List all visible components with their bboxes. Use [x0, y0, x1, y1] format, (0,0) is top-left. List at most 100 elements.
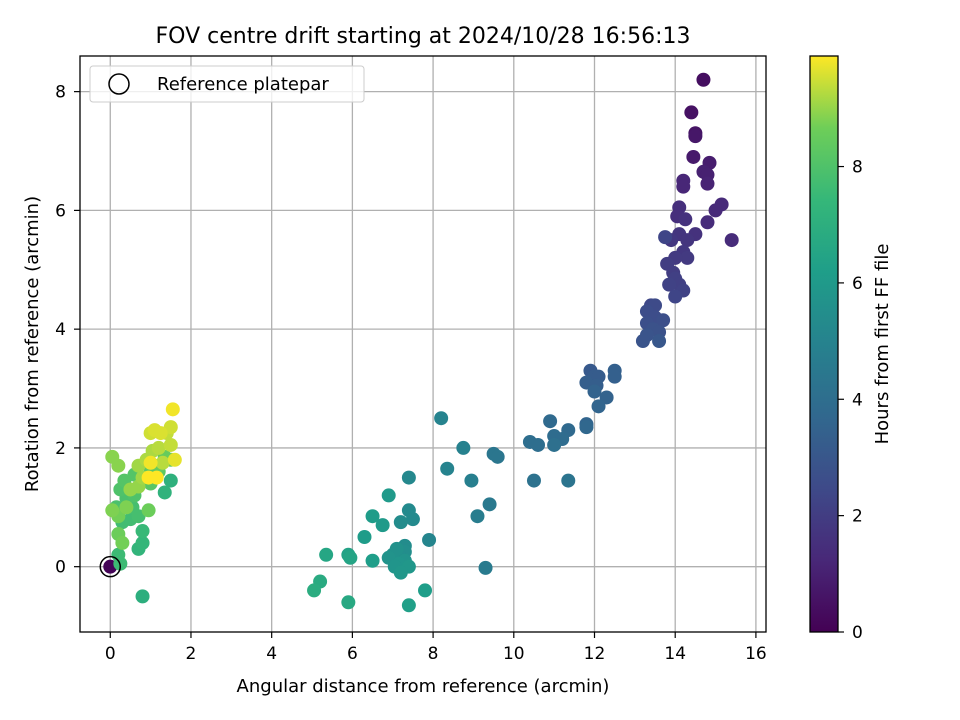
data-point	[375, 518, 390, 533]
plot-frame	[79, 55, 767, 633]
data-point	[700, 215, 715, 230]
data-point	[700, 176, 715, 191]
data-point	[526, 473, 541, 488]
data-point	[105, 503, 120, 518]
data-point	[155, 455, 170, 470]
legend-marker-icon	[108, 73, 130, 95]
colorbar-frame	[809, 55, 839, 633]
x-tick-label: 16	[745, 644, 767, 664]
legend-box	[89, 65, 365, 103]
y-tick-label: 6	[55, 201, 66, 221]
data-point	[531, 437, 546, 452]
data-point	[688, 129, 703, 144]
data-point	[464, 473, 479, 488]
data-point	[115, 535, 130, 550]
data-point	[680, 250, 695, 265]
legend-entry-reference: Reference platepar	[157, 74, 329, 95]
data-point	[401, 598, 416, 613]
data-point	[418, 583, 433, 598]
data-points	[103, 72, 739, 613]
data-point	[393, 565, 408, 580]
data-point	[143, 455, 158, 470]
data-point	[543, 414, 558, 429]
data-point	[440, 461, 455, 476]
colorbar-tick-label: 6	[852, 274, 863, 294]
data-point	[680, 233, 695, 248]
data-point	[662, 277, 677, 292]
data-point	[135, 524, 150, 539]
data-point	[658, 230, 673, 245]
data-point	[149, 470, 164, 485]
data-point	[456, 440, 471, 455]
x-tick-label: 14	[664, 644, 686, 664]
x-tick-label: 2	[186, 644, 197, 664]
data-point	[163, 437, 178, 452]
x-tick-label: 8	[428, 644, 439, 664]
data-point	[393, 515, 408, 530]
colorbar-tick-label: 2	[852, 507, 863, 527]
data-point	[135, 535, 150, 550]
colorbar: 0 2 4 6 8 Hours from first FF file	[809, 55, 893, 643]
colorbar-tick-label: 8	[852, 158, 863, 178]
data-point	[389, 541, 404, 556]
data-point	[343, 550, 358, 565]
data-point	[684, 105, 699, 120]
data-point	[165, 402, 180, 417]
x-tick-label: 12	[584, 644, 606, 664]
colorbar-gradient	[810, 56, 838, 632]
y-tick-label: 0	[55, 558, 66, 578]
x-axis-label: Angular distance from reference (arcmin)	[237, 676, 610, 697]
data-point	[724, 233, 739, 248]
reference-platepar-marker	[99, 555, 122, 578]
data-point	[341, 595, 356, 610]
y-tick-label: 8	[55, 83, 66, 103]
data-point	[678, 212, 693, 227]
x-tick-label: 10	[503, 644, 525, 664]
data-point	[668, 289, 683, 304]
data-point	[587, 384, 602, 399]
data-point	[686, 149, 701, 164]
data-point	[357, 529, 372, 544]
data-point	[365, 509, 380, 524]
data-point	[599, 390, 614, 405]
data-point	[163, 420, 178, 435]
data-point	[163, 473, 178, 488]
data-point	[591, 399, 606, 414]
data-point	[561, 473, 576, 488]
data-point	[153, 426, 168, 441]
data-point	[708, 203, 723, 218]
grid	[80, 56, 766, 632]
data-point	[470, 509, 485, 524]
reference-marker	[99, 555, 122, 578]
data-point	[135, 589, 150, 604]
data-point	[401, 470, 416, 485]
data-point	[676, 179, 691, 194]
data-point	[482, 497, 497, 512]
data-point	[656, 313, 671, 328]
colorbar-ticks: 0 2 4 6 8	[838, 158, 863, 643]
data-point	[652, 334, 667, 349]
data-point	[579, 420, 594, 435]
y-tick-label: 4	[55, 320, 66, 340]
colorbar-tick-label: 0	[852, 623, 863, 643]
data-point	[381, 488, 396, 503]
data-point	[422, 532, 437, 547]
data-point	[151, 440, 166, 455]
data-point	[478, 560, 493, 575]
data-point	[405, 512, 420, 527]
y-tick-label: 2	[55, 439, 66, 459]
data-point	[547, 437, 562, 452]
data-point	[307, 583, 322, 598]
y-axis-label: Rotation from reference (arcmin)	[22, 196, 43, 492]
data-point	[365, 553, 380, 568]
data-point	[167, 452, 182, 467]
data-point	[105, 449, 120, 464]
data-point	[696, 72, 711, 87]
y-axis: 0 2 4 6 8	[55, 83, 80, 578]
data-point	[141, 503, 156, 518]
x-tick-label: 4	[266, 644, 277, 664]
chart-title: FOV centre drift starting at 2024/10/28 …	[156, 24, 691, 49]
data-point	[319, 547, 334, 562]
colorbar-label: Hours from first FF file	[872, 244, 893, 445]
